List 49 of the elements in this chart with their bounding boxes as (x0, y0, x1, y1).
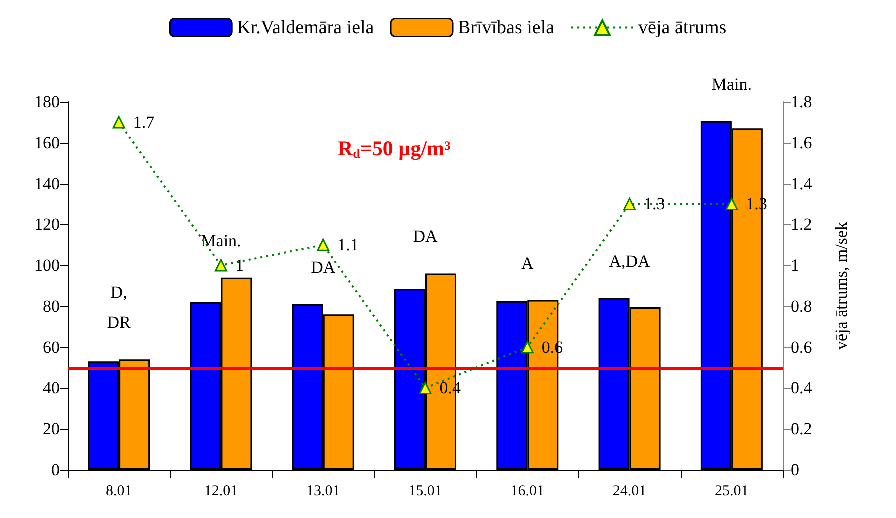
y2-axis-title: vēja ātrums, m/sek (832, 222, 851, 350)
x-tick-label: 12.01 (204, 484, 238, 500)
data-label: 1.7 (133, 112, 156, 132)
data-label: 1.1 (338, 236, 359, 255)
legend-label: Kr.Valdemāra iela (237, 17, 375, 38)
y2-tick-label: 1.6 (791, 133, 812, 152)
data-label: 1 (235, 256, 244, 276)
point (521, 341, 534, 354)
y2-tick-label: 1.4 (791, 174, 813, 194)
point (317, 238, 330, 252)
point (419, 382, 432, 394)
y-tick-label: 140 (34, 174, 60, 194)
annotation: A,DA (609, 252, 652, 271)
annotation: Main. (201, 231, 242, 250)
y-tick-label: 60 (43, 338, 60, 357)
x-tick-label: 13.01 (306, 484, 340, 500)
x-tick-label: 24.01 (612, 484, 647, 500)
data-label: 1.3 (644, 194, 666, 214)
annotation: A (522, 254, 534, 273)
x-tick-label: 16.01 (510, 484, 545, 500)
y-tick-label: 180 (34, 92, 60, 112)
point (624, 198, 636, 210)
y-tick-label: 80 (43, 296, 60, 316)
y-tick-label: 0 (52, 460, 60, 480)
x-tick-label: 15.01 (408, 484, 442, 500)
y-tick-label: 20 (43, 420, 60, 439)
x-tick-label: 25.01 (715, 484, 749, 500)
y2-tick-label: 1.8 (791, 92, 812, 112)
y2-tick-label: 0.4 (791, 378, 813, 398)
y-tick-label: 40 (43, 378, 60, 398)
annotation: DA (413, 227, 438, 246)
text: Main. (712, 74, 752, 94)
annotation: D, DR (107, 283, 132, 332)
legend-label: Brīvības iela (458, 17, 556, 38)
point (726, 198, 738, 210)
x-tick-label: 8.01 (106, 484, 132, 500)
y2-tick-label: 0.2 (791, 420, 812, 439)
point (112, 116, 126, 129)
legend-label: vēja ātrums (638, 17, 727, 38)
y-tick-label: 100 (34, 256, 60, 276)
y2-tick-label: 1 (791, 256, 800, 276)
y-tick-label: 160 (34, 133, 60, 152)
y2-tick-label: 0 (791, 460, 800, 480)
point (214, 259, 228, 272)
y2-tick-label: 0.6 (791, 338, 812, 357)
y-tick-label: 120 (34, 215, 60, 234)
annotation: DA (311, 258, 336, 277)
y2-tick-label: 0.8 (791, 296, 812, 316)
y2-tick-label: 1.2 (791, 215, 812, 234)
